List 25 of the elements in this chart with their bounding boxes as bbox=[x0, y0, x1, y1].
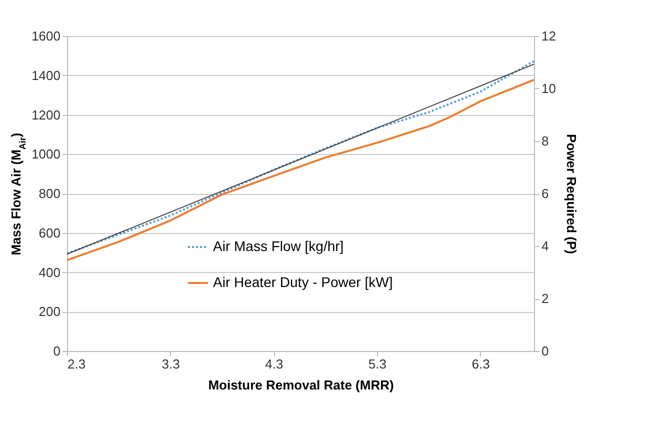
x-tick-label: 5.3 bbox=[368, 356, 386, 372]
y2-tick-label: 6 bbox=[542, 186, 549, 201]
y-tick-label: 1600 bbox=[32, 28, 60, 44]
y2-tick-label: 0 bbox=[542, 344, 549, 358]
y-tick-label: 800 bbox=[38, 186, 60, 201]
y2-tick-label: 8 bbox=[542, 134, 549, 148]
y2-tick-label: 10 bbox=[542, 81, 556, 96]
y2-tick-label: 4 bbox=[542, 238, 549, 254]
x-axis-title: Moisture Removal Rate (MRR) bbox=[208, 378, 394, 392]
y-tick-label: 600 bbox=[38, 225, 60, 240]
y-tick-label: 1200 bbox=[32, 107, 60, 122]
y-tick-label: 400 bbox=[38, 264, 60, 280]
legend-label: Air Heater Duty - Power [kW] bbox=[213, 274, 393, 290]
legend-label: Air Mass Flow [kg/hr] bbox=[213, 238, 344, 254]
y2-tick-label: 12 bbox=[542, 28, 556, 44]
x-tick-label: 4.3 bbox=[265, 356, 284, 372]
y-tick-label: 1000 bbox=[32, 146, 60, 162]
x-tick-label: 2.3 bbox=[68, 356, 86, 372]
y-tick-label: 200 bbox=[38, 304, 60, 320]
y-tick-label: 0 bbox=[53, 344, 60, 358]
x-tick-label: 6.3 bbox=[472, 356, 490, 372]
y2-axis-title: Power Required (P) bbox=[564, 134, 579, 254]
x-tick-label: 3.3 bbox=[162, 356, 180, 372]
y-tick-label: 1400 bbox=[32, 68, 60, 83]
y2-tick-label: 2 bbox=[542, 291, 549, 306]
